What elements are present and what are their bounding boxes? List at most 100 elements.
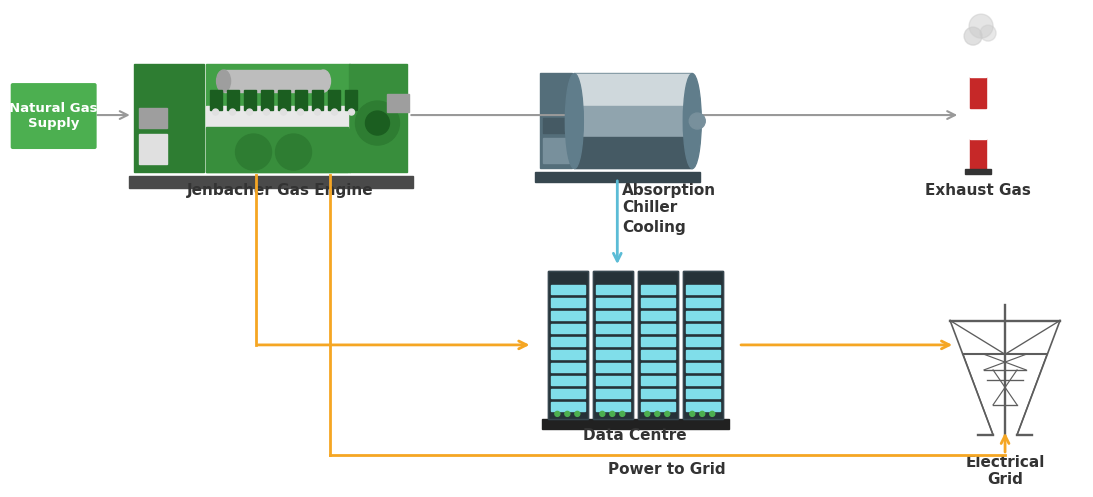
- Bar: [597, 389, 631, 398]
- Bar: [226, 90, 238, 110]
- Circle shape: [281, 109, 286, 115]
- Circle shape: [700, 412, 705, 416]
- Bar: [971, 46, 986, 77]
- Ellipse shape: [216, 70, 231, 92]
- Bar: [551, 402, 586, 411]
- Text: Natural Gas
Supply: Natural Gas Supply: [10, 102, 98, 130]
- Bar: [686, 337, 720, 346]
- Text: Electrical
Grid: Electrical Grid: [965, 455, 1045, 487]
- Circle shape: [212, 109, 219, 115]
- Bar: [551, 324, 586, 333]
- Bar: [542, 419, 729, 429]
- Bar: [597, 285, 631, 294]
- Bar: [642, 402, 675, 411]
- Circle shape: [964, 27, 983, 45]
- Bar: [244, 90, 256, 110]
- Bar: [686, 350, 720, 359]
- Bar: [686, 324, 720, 333]
- Bar: [294, 90, 306, 110]
- Circle shape: [331, 109, 338, 115]
- Bar: [551, 285, 586, 294]
- Circle shape: [645, 412, 649, 416]
- Circle shape: [575, 412, 579, 416]
- Circle shape: [620, 412, 625, 416]
- Bar: [551, 337, 586, 346]
- Bar: [224, 70, 324, 92]
- Circle shape: [655, 412, 660, 416]
- Circle shape: [565, 412, 569, 416]
- Bar: [686, 389, 720, 398]
- Bar: [683, 271, 724, 419]
- Bar: [551, 363, 586, 372]
- Circle shape: [980, 25, 996, 41]
- Bar: [686, 298, 720, 307]
- Circle shape: [365, 111, 389, 135]
- Bar: [630, 154, 644, 166]
- Bar: [642, 285, 675, 294]
- Text: Cooling: Cooling: [622, 220, 686, 235]
- Circle shape: [349, 109, 354, 115]
- Bar: [574, 74, 692, 105]
- Bar: [133, 64, 203, 172]
- Bar: [597, 298, 631, 307]
- Bar: [642, 389, 675, 398]
- Bar: [278, 90, 290, 110]
- Circle shape: [315, 109, 320, 115]
- Bar: [549, 271, 588, 419]
- Bar: [597, 363, 631, 372]
- Bar: [642, 324, 675, 333]
- Circle shape: [263, 109, 270, 115]
- Circle shape: [969, 14, 994, 38]
- Ellipse shape: [683, 74, 702, 168]
- Bar: [329, 90, 341, 110]
- Bar: [585, 154, 599, 166]
- Bar: [551, 376, 586, 385]
- Circle shape: [690, 113, 705, 129]
- Bar: [205, 64, 351, 172]
- Bar: [642, 337, 675, 346]
- Bar: [549, 271, 588, 419]
- Bar: [638, 271, 679, 419]
- Bar: [139, 108, 166, 128]
- Bar: [686, 363, 720, 372]
- Bar: [543, 138, 569, 163]
- Bar: [387, 94, 410, 112]
- Text: Absorption
Chiller: Absorption Chiller: [622, 183, 716, 215]
- Circle shape: [297, 109, 304, 115]
- Bar: [543, 118, 569, 133]
- Bar: [642, 298, 675, 307]
- FancyBboxPatch shape: [11, 83, 96, 149]
- Bar: [551, 298, 586, 307]
- Circle shape: [236, 134, 271, 170]
- Bar: [540, 73, 573, 168]
- Bar: [593, 271, 633, 419]
- Bar: [597, 376, 631, 385]
- Circle shape: [709, 412, 715, 416]
- Text: Data Centre: Data Centre: [584, 428, 687, 443]
- Bar: [686, 285, 720, 294]
- Bar: [574, 106, 692, 137]
- Bar: [350, 64, 408, 172]
- Bar: [205, 127, 349, 172]
- Circle shape: [610, 412, 614, 416]
- Bar: [574, 137, 692, 168]
- Bar: [205, 106, 349, 128]
- Ellipse shape: [317, 70, 330, 92]
- Bar: [971, 108, 986, 139]
- Bar: [686, 311, 720, 320]
- Bar: [597, 350, 631, 359]
- Text: Exhaust Gas: Exhaust Gas: [925, 183, 1031, 198]
- Bar: [551, 311, 586, 320]
- Bar: [597, 311, 631, 320]
- Circle shape: [275, 134, 312, 170]
- Circle shape: [555, 412, 560, 416]
- Bar: [683, 271, 724, 419]
- Circle shape: [247, 109, 252, 115]
- Bar: [210, 90, 222, 110]
- Bar: [139, 134, 166, 164]
- Bar: [971, 139, 986, 170]
- Circle shape: [690, 412, 695, 416]
- Bar: [971, 77, 986, 108]
- Text: Jenbacher Gas Engine: Jenbacher Gas Engine: [187, 183, 374, 198]
- Bar: [642, 363, 675, 372]
